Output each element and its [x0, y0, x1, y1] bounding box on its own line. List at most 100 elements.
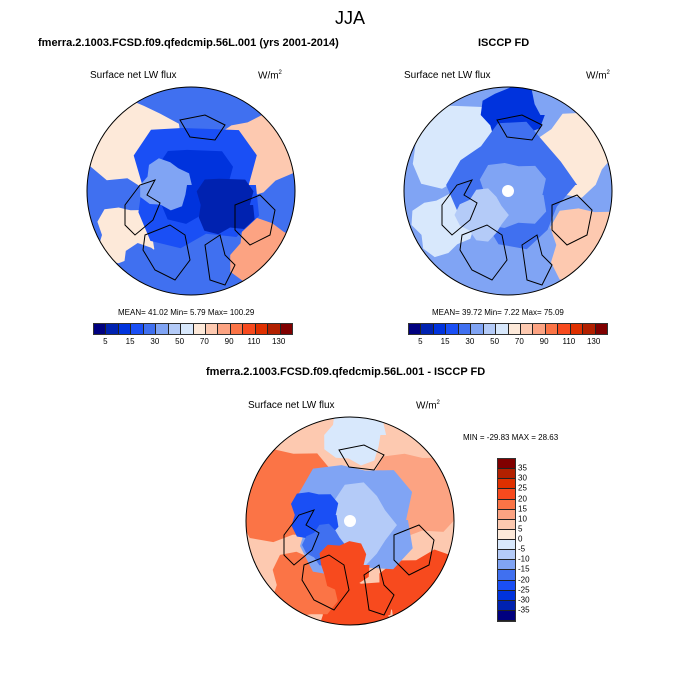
colorbar-label: -10 — [518, 554, 530, 564]
map-border — [403, 86, 613, 296]
colorbar-box — [508, 324, 521, 334]
missing-data-pole — [502, 185, 514, 197]
colorbar-box — [498, 479, 515, 490]
colorbar-label: 5 — [418, 337, 423, 346]
colorbar-label: 35 — [518, 463, 527, 473]
colorbar-box — [595, 324, 607, 334]
panel3-colorbar — [497, 458, 516, 622]
coastline — [142, 224, 191, 281]
coastline — [234, 194, 276, 246]
colorbar-label: 50 — [175, 337, 185, 346]
colorbar-box — [94, 324, 107, 334]
colorbar-box — [498, 560, 515, 571]
missing-data-pole — [344, 515, 356, 527]
colorbar-box — [498, 499, 515, 510]
panel3-variable: Surface net LW flux — [248, 400, 335, 411]
map-field — [404, 87, 612, 295]
colorbar-box — [280, 324, 292, 334]
coastline — [301, 554, 350, 611]
panel2-title: ISCCP FD — [478, 37, 530, 49]
colorbar-label: 30 — [465, 337, 475, 346]
colorbar-box — [498, 610, 515, 621]
coastline — [459, 224, 508, 281]
colorbar-label: 5 — [103, 337, 108, 346]
colorbar-box — [498, 489, 515, 500]
colorbar-label: 30 — [150, 337, 160, 346]
colorbar-box — [458, 324, 472, 334]
colorbar-label: 15 — [518, 504, 527, 514]
coastline — [179, 114, 226, 141]
colorbar-label: 70 — [199, 337, 209, 346]
coastline — [363, 564, 395, 616]
panel1-colorbar — [93, 323, 293, 335]
field-contour — [550, 208, 612, 283]
panel3-units: W/m2 — [416, 400, 440, 411]
coastline — [521, 234, 553, 286]
colorbar-box — [498, 519, 515, 530]
colorbar-box — [181, 324, 194, 334]
colorbar-label: 110 — [247, 337, 261, 346]
field-contour — [196, 178, 255, 235]
colorbar-box — [131, 324, 144, 334]
coastline — [393, 524, 435, 576]
colorbar-box — [193, 324, 206, 334]
figure-title: JJA — [334, 8, 365, 28]
colorbar-label: 20 — [518, 494, 527, 503]
coastline — [124, 179, 161, 236]
coastline — [551, 194, 593, 246]
colorbar-box — [545, 324, 559, 334]
colorbar-label: 15 — [125, 337, 135, 346]
colorbar-label: -15 — [518, 564, 530, 574]
colorbar-box — [570, 324, 584, 334]
colorbar-box — [143, 324, 157, 334]
units-text: W/m — [258, 70, 279, 82]
colorbar-box — [421, 324, 434, 334]
field-contour — [140, 158, 192, 211]
colorbar-box — [446, 324, 459, 334]
colorbar-label: 90 — [224, 337, 234, 346]
coastline — [441, 179, 478, 236]
colorbar-label: 5 — [518, 524, 523, 534]
colorbar-box — [496, 324, 509, 334]
colorbar-label: 90 — [539, 337, 549, 346]
panel2-units: W/m2 — [586, 70, 610, 81]
colorbar-label: -25 — [518, 585, 530, 595]
colorbar-label: -30 — [518, 595, 530, 605]
panel3-stats: MIN = -29.83 MAX = 28.63 — [463, 433, 559, 442]
colorbar-box — [243, 324, 256, 334]
colorbar-box — [533, 324, 546, 334]
colorbar-box — [168, 324, 182, 334]
colorbar-label: 30 — [518, 473, 527, 483]
colorbar-box — [558, 324, 571, 334]
panel1-polar-map — [86, 86, 296, 296]
colorbar-label: 110 — [562, 337, 576, 346]
colorbar-label: 70 — [514, 337, 524, 346]
colorbar-box — [498, 550, 515, 561]
colorbar-box — [471, 324, 484, 334]
panel3-polar-map — [245, 416, 455, 626]
units-text: W/m — [416, 400, 437, 412]
colorbar-box — [483, 324, 497, 334]
colorbar-box — [498, 600, 515, 611]
panel2-polar-map — [403, 86, 613, 296]
panel2-stats: MEAN= 39.72 Min= 7.22 Max= 75.09 — [432, 308, 564, 317]
colorbar-label: 0 — [518, 534, 523, 544]
colorbar-box — [498, 590, 515, 601]
colorbar-box — [409, 324, 422, 334]
colorbar-box — [118, 324, 132, 334]
panel1-title: fmerra.2.1003.FCSD.f09.qfedcmip.56L.001 … — [38, 37, 339, 49]
map-border — [245, 416, 455, 626]
colorbar-label: -35 — [518, 605, 530, 615]
panel2-variable: Surface net LW flux — [404, 70, 491, 81]
colorbar-label: 10 — [518, 514, 527, 524]
colorbar-box — [255, 324, 269, 334]
coastline — [204, 234, 236, 286]
colorbar-box — [218, 324, 231, 334]
map-field — [246, 417, 454, 625]
colorbar-label: 50 — [490, 337, 500, 346]
colorbar-box — [230, 324, 244, 334]
panel2-colorbar — [408, 323, 608, 335]
colorbar-box — [433, 324, 447, 334]
colorbar-box — [498, 529, 515, 540]
colorbar-box — [498, 509, 515, 520]
